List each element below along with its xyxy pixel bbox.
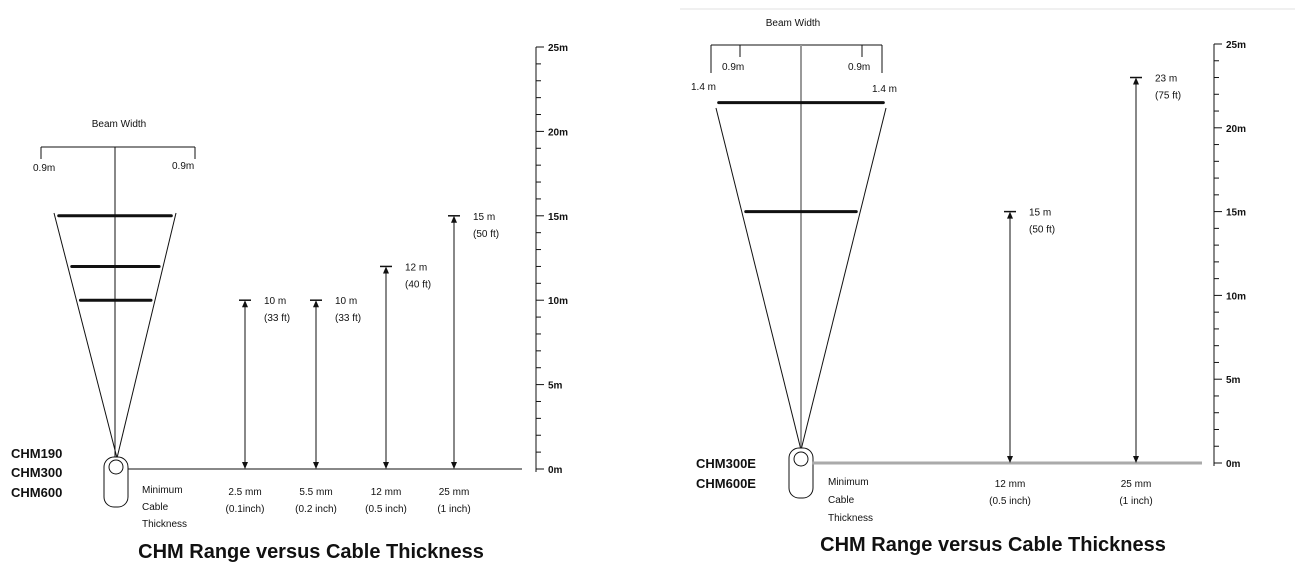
right-min-cable-line3: Thickness — [828, 513, 873, 524]
axis-tick-label: 25m — [548, 43, 568, 54]
range-arrow-head-top — [242, 300, 248, 308]
range-value-label: (50 ft) — [473, 229, 499, 240]
left-model-3: CHM600 — [11, 485, 62, 500]
left-model-1: CHM190 — [11, 446, 62, 461]
left-beam-cone-right — [116, 212, 177, 459]
right-sensor-lens — [793, 451, 809, 467]
left-min-cable-line2: Cable — [142, 502, 169, 513]
right-scale-axis: 25m 20m 15m 10m 5m 0m — [1213, 40, 1246, 470]
right-model-1: CHM300E — [696, 456, 756, 471]
right-beam-outer-right: 1.4 m — [872, 84, 897, 95]
range-arrow-head-top — [313, 300, 319, 308]
axis-tick-label: 15m — [548, 212, 568, 223]
left-sensor-lens — [108, 459, 124, 475]
cable-thickness-label: (0.5 inch) — [989, 496, 1031, 507]
left-beam-width-label: Beam Width — [92, 119, 146, 130]
range-arrow-head-top — [1133, 77, 1139, 85]
right-beam-cone-left — [715, 107, 802, 451]
axis-tick-label: 20m — [548, 127, 568, 138]
axis-tick-label: 5m — [548, 381, 563, 392]
left-beam-left-width: 0.9m — [33, 163, 55, 174]
range-arrow-head-top — [1007, 211, 1013, 219]
right-model-2: CHM600E — [696, 476, 756, 491]
left-beam-bars — [57, 214, 173, 302]
left-beam-cone-left — [53, 212, 118, 459]
cable-thickness-label: 12 mm — [371, 487, 402, 498]
range-value-label: (40 ft) — [405, 279, 431, 290]
left-model-2: CHM300 — [11, 465, 62, 480]
axis-tick-label: 5m — [1226, 375, 1241, 386]
left-scale-axis: 25m 20m 15m 10m 5m 0m — [535, 43, 568, 476]
left-caption: CHM Range versus Cable Thickness — [138, 541, 484, 563]
right-beam-outer-left: 1.4 m — [691, 82, 716, 93]
axis-tick-label: 0m — [1226, 459, 1241, 470]
cable-thickness-label: 25 mm — [1121, 479, 1152, 490]
left-panel: Beam Width 0.9m 0.9m CHM190 CHM300 CHM60… — [11, 43, 568, 563]
right-beam-bars — [717, 101, 885, 214]
range-value-label: (75 ft) — [1155, 91, 1181, 102]
axis-tick-label: 10m — [548, 296, 568, 307]
left-beam-right-width: 0.9m — [172, 161, 194, 172]
range-value-label: 15 m — [1029, 208, 1051, 219]
range-value-label: (50 ft) — [1029, 225, 1055, 236]
range-value-label: 15 m — [473, 212, 495, 223]
left-range-arrows: 10 m (33 ft) 2.5 mm (0.1inch) 10 m (33 ft) 5.5… — [226, 212, 500, 515]
right-min-cable-line1: Minimum — [828, 477, 869, 488]
axis-tick-label: 20m — [1226, 124, 1246, 135]
cable-thickness-label: (0.5 inch) — [365, 504, 407, 515]
right-beam-inner-right: 0.9m — [848, 62, 870, 73]
right-range-arrows: 15 m (50 ft) 12 mm (0.5 inch) 23 m (75 ft) 25 … — [989, 74, 1181, 507]
cable-thickness-label: (0.2 inch) — [295, 504, 337, 515]
axis-tick-label: 0m — [548, 465, 563, 476]
left-min-cable-line1: Minimum — [142, 485, 183, 496]
right-min-cable-line2: Cable — [828, 495, 855, 506]
axis-tick-label: 15m — [1226, 208, 1246, 219]
range-value-label: 10 m — [335, 296, 357, 307]
range-arrow-head-top — [383, 266, 389, 274]
cable-thickness-label: 25 mm — [439, 487, 470, 498]
range-arrow-head-bottom — [451, 462, 457, 469]
cable-thickness-label: 12 mm — [995, 479, 1026, 490]
cable-thickness-label: 5.5 mm — [299, 487, 332, 498]
cable-thickness-label: (0.1inch) — [226, 504, 265, 515]
range-arrow-head-top — [451, 215, 457, 223]
range-value-label: 23 m — [1155, 74, 1177, 85]
right-caption: CHM Range versus Cable Thickness — [820, 534, 1166, 556]
axis-tick-label: 10m — [1226, 291, 1246, 302]
cable-thickness-label: (1 inch) — [1119, 496, 1152, 507]
range-arrow-head-bottom — [1007, 456, 1013, 463]
axis-tick-label: 25m — [1226, 40, 1246, 51]
range-value-label: 10 m — [264, 296, 286, 307]
range-value-label: (33 ft) — [335, 313, 361, 324]
right-panel: Beam Width 0.9m 0.9m 1.4 m 1.4 m CHM300E… — [680, 8, 1295, 556]
right-beam-cone-right — [800, 107, 887, 451]
range-value-label: 12 m — [405, 262, 427, 273]
range-arrow-head-bottom — [383, 462, 389, 469]
left-min-cable-line3: Thickness — [142, 519, 187, 530]
range-value-label: (33 ft) — [264, 313, 290, 324]
range-arrow-head-bottom — [1133, 456, 1139, 463]
cable-thickness-label: 2.5 mm — [228, 487, 261, 498]
right-beam-width-label: Beam Width — [766, 18, 820, 29]
range-arrow-head-bottom — [313, 462, 319, 469]
cable-thickness-label: (1 inch) — [437, 504, 470, 515]
range-arrow-head-bottom — [242, 462, 248, 469]
right-beam-inner-left: 0.9m — [722, 62, 744, 73]
